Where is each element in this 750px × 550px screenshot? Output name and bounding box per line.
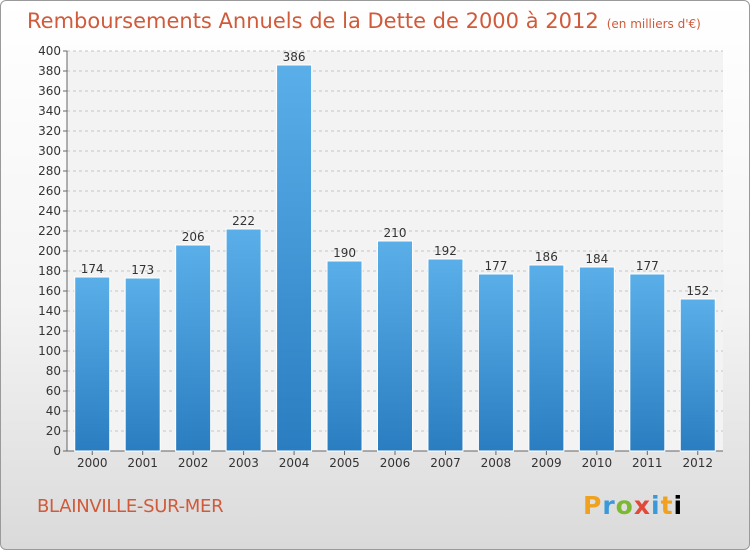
bar: [225, 228, 262, 452]
y-tick-label: 220: [38, 224, 61, 238]
x-tick-label: 2012: [682, 456, 713, 470]
x-tick-label: 2002: [178, 456, 209, 470]
bar-value-label: 177: [636, 259, 659, 273]
bar: [377, 240, 413, 452]
bar-value-label: 210: [384, 226, 407, 240]
y-tick-label: 240: [38, 204, 61, 218]
bar: [427, 258, 464, 452]
bar: [124, 277, 161, 452]
bar-value-label: 192: [434, 244, 457, 258]
y-tick-label: 80: [46, 364, 61, 378]
x-tick-label: 2006: [380, 456, 411, 470]
bar: [528, 264, 565, 452]
bar: [74, 276, 111, 452]
logo-letter-o: o: [615, 491, 634, 520]
y-tick-label: 120: [38, 324, 61, 338]
x-tick-label: 2007: [430, 456, 461, 470]
y-tick-label: 400: [38, 44, 61, 58]
x-tick-label: 2000: [77, 456, 108, 470]
bar-value-label: 186: [535, 250, 558, 264]
y-tick-label: 160: [38, 284, 61, 298]
y-tick-label: 180: [38, 264, 61, 278]
logo-letter-t: t: [660, 491, 674, 520]
x-tick-label: 2008: [481, 456, 512, 470]
bar: [578, 266, 615, 452]
y-tick-label: 320: [38, 124, 61, 138]
chart-title-text: Remboursements Annuels de la Dette de 20…: [27, 9, 599, 33]
y-tick-label: 20: [46, 424, 61, 438]
y-tick-label: 0: [53, 444, 61, 458]
y-tick-label: 280: [38, 164, 61, 178]
y-tick-label: 360: [38, 84, 61, 98]
y-tick-label: 200: [38, 244, 61, 258]
bar-value-label: 222: [232, 214, 255, 228]
bar: [629, 273, 666, 452]
bar: [175, 244, 212, 452]
x-tick-label: 2010: [582, 456, 613, 470]
y-tick-label: 340: [38, 104, 61, 118]
bar-value-label: 177: [484, 259, 507, 273]
bar: [276, 64, 313, 452]
bar-value-label: 184: [585, 252, 608, 266]
x-tick-label: 2009: [531, 456, 562, 470]
bar-value-label: 206: [182, 230, 205, 244]
y-tick-label: 140: [38, 304, 61, 318]
bar-value-label: 190: [333, 246, 356, 260]
y-tick-label: 260: [38, 184, 61, 198]
logo-letter-i: i: [651, 491, 661, 520]
chart-title: Remboursements Annuels de la Dette de 20…: [27, 9, 701, 33]
proxiti-logo: Proxiti: [583, 491, 683, 520]
x-tick-label: 2004: [279, 456, 310, 470]
y-tick-label: 60: [46, 384, 61, 398]
y-tick-label: 380: [38, 64, 61, 78]
x-tick-label: 2005: [329, 456, 360, 470]
logo-letter-x: x: [633, 491, 651, 520]
y-tick-label: 100: [38, 344, 61, 358]
bar: [477, 273, 514, 452]
logo-letter-r: r: [602, 491, 616, 520]
bar: [326, 260, 363, 452]
y-tick-label: 300: [38, 144, 61, 158]
x-tick-label: 2003: [228, 456, 259, 470]
chart-unit-label: (en milliers d'€): [606, 17, 701, 31]
x-tick-label: 2001: [127, 456, 158, 470]
x-tick-label: 2011: [632, 456, 663, 470]
bar: [679, 298, 716, 452]
logo-letter-i2: i: [673, 491, 684, 520]
logo-letter-p: P: [583, 491, 603, 520]
bar-value-label: 173: [131, 263, 154, 277]
bar-value-label: 152: [686, 284, 709, 298]
bar-value-label: 174: [81, 262, 104, 276]
y-tick-label: 40: [46, 404, 61, 418]
town-name: BLAINVILLE-SUR-MER: [37, 496, 224, 517]
bar-value-label: 386: [283, 50, 306, 64]
